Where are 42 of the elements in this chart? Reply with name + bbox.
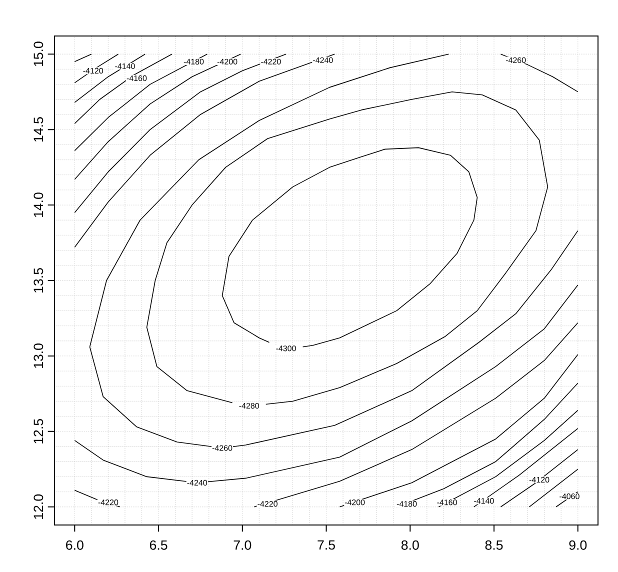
x-tick-label: 8.5: [485, 540, 503, 550]
x-tick-label: 9.0: [569, 540, 587, 550]
annotation: -4160: [126, 75, 147, 82]
y-tick-label: 13.0: [34, 344, 44, 368]
annotation: -4220: [261, 58, 281, 64]
line-series: [339, 354, 578, 508]
line-series: [74, 54, 172, 124]
line-series: [438, 410, 578, 508]
line-series: [500, 54, 578, 92]
annotation: -4140: [474, 498, 494, 504]
x-tick-label: 6.0: [66, 540, 84, 550]
annotation: -4120: [529, 476, 550, 483]
y-tick-label: 14.5: [34, 117, 44, 142]
annotation: -4220: [258, 501, 278, 507]
y-tick-label: 12.0: [34, 494, 44, 519]
x-tick-label: 8.0: [401, 540, 419, 550]
line-series: [222, 147, 478, 348]
line-series: [74, 54, 286, 213]
annotation: -4200: [217, 58, 238, 64]
annotation: -4220: [98, 500, 118, 506]
x-tick-label: 7.5: [318, 540, 335, 550]
annotation: -4060: [560, 493, 580, 500]
annotation: -4120: [83, 68, 104, 74]
line-series: [74, 54, 242, 180]
annotation: -4180: [396, 501, 417, 507]
y-tick-label: 12.5: [34, 419, 44, 444]
x-tick-label: 6.5: [150, 540, 168, 550]
annotation: -4140: [115, 63, 135, 70]
y-tick-label: 15.0: [34, 42, 44, 66]
y-tick-label: 14.0: [34, 192, 44, 217]
annotation: -4260: [506, 57, 526, 63]
annotation: -4240: [313, 57, 333, 63]
line-series: [74, 54, 208, 152]
y-tick-label: 13.5: [34, 268, 44, 292]
annotation: -4200: [344, 500, 365, 506]
annotation: -4160: [437, 500, 457, 506]
annotation: -4300: [276, 346, 296, 352]
annotation: -4280: [239, 402, 260, 409]
x-tick-label: 7.0: [234, 540, 252, 550]
line-series: [74, 54, 336, 248]
line-series: [146, 91, 548, 405]
annotation: -4180: [184, 58, 204, 64]
